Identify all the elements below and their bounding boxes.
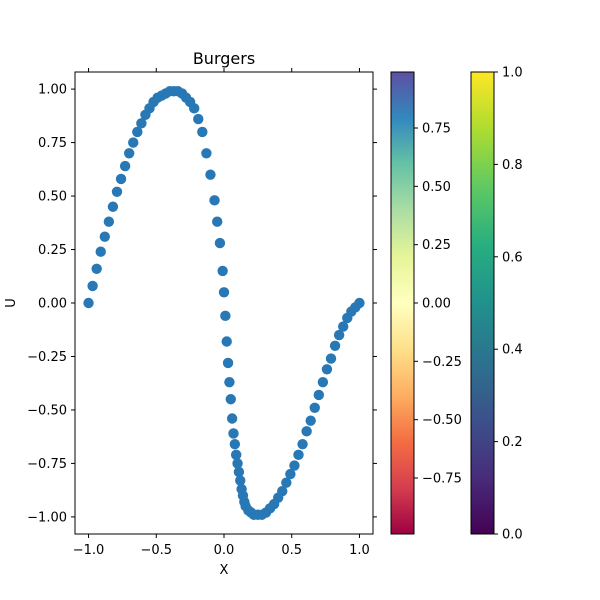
- scatter-point: [136, 118, 147, 129]
- scatter-point: [313, 389, 325, 401]
- scatter-point: [329, 340, 341, 351]
- colorbar-tick-label: −0.75: [422, 472, 462, 487]
- scatter-point: [301, 426, 312, 437]
- scatter-point: [214, 237, 226, 249]
- scatter-point: [111, 186, 123, 197]
- scatter-point: [222, 357, 234, 369]
- colorbar-spectral: 0.75 0.50 0.25 0.00 −0.25 −0.50 −0.75: [390, 71, 462, 535]
- colorbar-spectral-ticks: 0.75 0.50 0.25 0.00 −0.25 −0.50 −0.75: [414, 122, 462, 487]
- scatter-point: [132, 126, 143, 138]
- y-axis-label: U: [4, 298, 19, 308]
- x-tick-label: −1.0: [73, 543, 105, 558]
- scatter-point: [95, 246, 106, 257]
- scatter-point: [87, 280, 98, 292]
- scatter-point: [212, 216, 223, 227]
- scatter-point: [277, 486, 288, 497]
- y-axis-ticks: −1.00 −0.75 −0.50 −0.25 0.00 0.25 0.50 0.75 1.00: [27, 83, 377, 525]
- scatter-point: [354, 297, 365, 309]
- scatter-points: [83, 86, 365, 520]
- colorbar-tick-label: 0.00: [422, 297, 451, 312]
- scatter-point: [228, 428, 239, 439]
- colorbar-spectral-fill: [390, 71, 415, 535]
- y-tick-label: 1.00: [38, 83, 67, 98]
- colorbar-tick-label: −0.25: [422, 355, 462, 370]
- scatter-point: [297, 438, 308, 450]
- scatter-point: [197, 126, 208, 138]
- y-tick-label: −0.25: [27, 350, 67, 365]
- x-axis-label: X: [220, 563, 229, 578]
- scatter-point: [225, 394, 236, 405]
- scatter-point: [281, 477, 292, 488]
- scatter-point: [309, 402, 320, 414]
- colorbar-viridis: 1.0 0.8 0.6 0.4 0.2 0.0: [470, 66, 523, 543]
- colorbar-tick-label: 0.0: [502, 528, 523, 543]
- scatter-point: [193, 113, 204, 125]
- scatter-point: [285, 468, 296, 480]
- scatter-point: [325, 353, 337, 364]
- scatter-point: [218, 287, 230, 298]
- colorbar-tick-label: 0.8: [502, 158, 523, 173]
- scatter-point: [233, 466, 245, 478]
- x-tick-label: 0.0: [214, 543, 235, 558]
- colorbar-tick-label: 0.4: [502, 343, 523, 358]
- scatter-point: [201, 148, 212, 159]
- scatter-point: [333, 329, 345, 341]
- x-tick-label: −0.5: [140, 543, 172, 558]
- chart-title: Burgers: [193, 49, 255, 68]
- scatter-point: [232, 458, 243, 469]
- scatter-point: [226, 413, 238, 424]
- scatter-point: [217, 265, 228, 277]
- y-tick-label: 0.75: [38, 136, 67, 151]
- y-tick-label: 0.00: [38, 297, 67, 312]
- scatter-point: [119, 160, 131, 172]
- colorbar-tick-label: 0.50: [422, 180, 451, 195]
- y-tick-label: −0.75: [27, 457, 67, 472]
- scatter-point: [230, 449, 242, 461]
- colorbar-tick-label: 0.25: [422, 238, 451, 253]
- scatter-point: [205, 169, 216, 180]
- scatter-point: [289, 460, 300, 471]
- scatter-point: [83, 297, 94, 309]
- scatter-point: [321, 364, 333, 375]
- scatter-point: [229, 438, 241, 450]
- scatter-point: [115, 173, 127, 185]
- scatter-point: [305, 415, 316, 426]
- scatter-point: [123, 148, 135, 159]
- x-tick-label: 1.0: [349, 543, 370, 558]
- plot-frame: [74, 71, 374, 535]
- scatter-point: [317, 376, 329, 388]
- y-tick-label: −0.50: [27, 403, 67, 418]
- colorbar-tick-label: 0.2: [502, 435, 523, 450]
- x-tick-label: 0.5: [281, 543, 302, 558]
- colorbar-tick-label: 0.75: [422, 122, 451, 137]
- y-tick-label: −1.00: [27, 510, 67, 525]
- colorbar-tick-label: 1.0: [502, 66, 523, 81]
- plot-area: −1.0 −0.5 0.0 0.5 1.0 −1.00 −0.75 −0.50 −0.25 0.…: [27, 68, 377, 558]
- colorbar-tick-label: 0.6: [502, 250, 523, 265]
- scatter-point: [220, 310, 231, 322]
- scatter-point: [103, 216, 115, 227]
- scatter-point: [128, 137, 139, 148]
- scatter-point: [91, 263, 102, 274]
- scatter-point: [209, 195, 220, 206]
- scatter-point: [221, 336, 232, 347]
- colorbar-tick-label: −0.50: [422, 413, 462, 428]
- scatter-point: [224, 376, 235, 388]
- scatter-point: [99, 231, 111, 242]
- colorbar-viridis-ticks: 1.0 0.8 0.6 0.4 0.2 0.0: [494, 66, 523, 543]
- scatter-point: [189, 103, 200, 114]
- x-axis-ticks: −1.0 −0.5 0.0 0.5 1.0: [73, 68, 370, 558]
- scatter-point: [293, 449, 304, 461]
- y-tick-label: 0.25: [38, 243, 67, 258]
- scatter-point: [338, 321, 349, 332]
- colorbar-viridis-fill: [470, 71, 495, 535]
- scatter-point: [235, 475, 246, 486]
- y-tick-label: 0.50: [38, 190, 67, 205]
- scatter-point: [107, 201, 119, 212]
